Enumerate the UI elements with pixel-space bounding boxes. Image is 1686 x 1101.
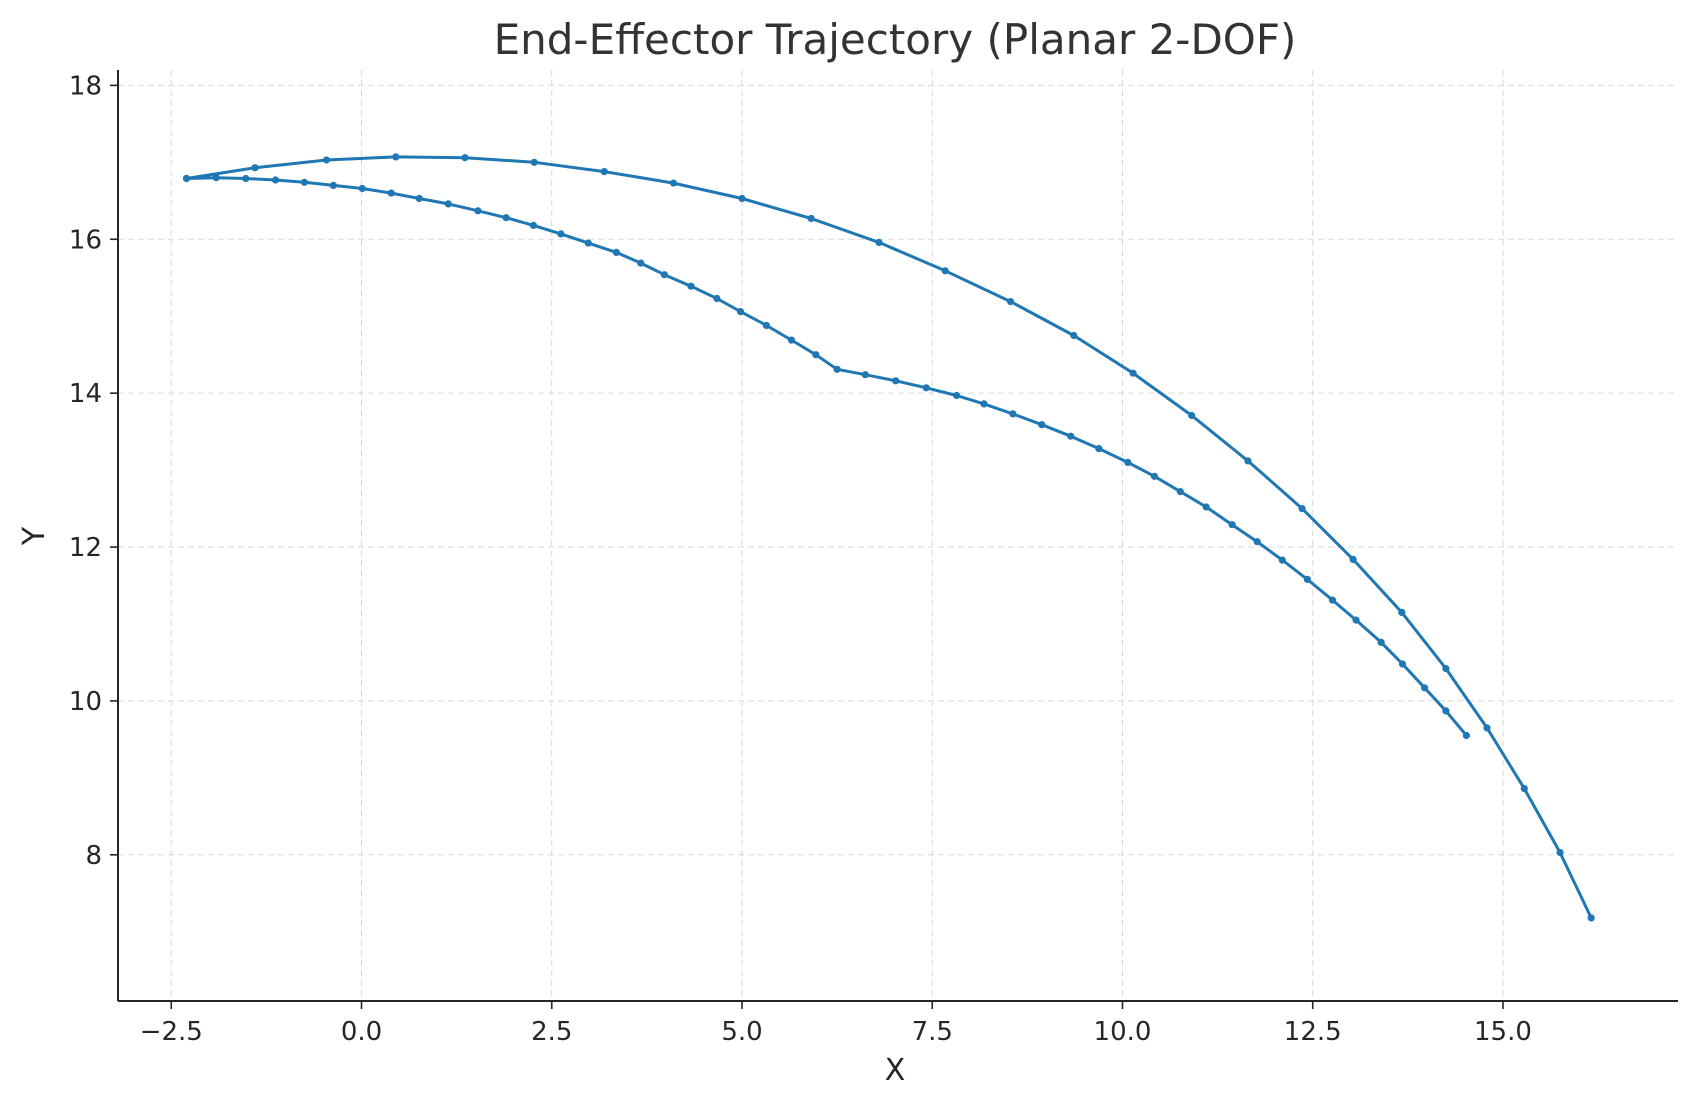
data-point (474, 207, 482, 215)
data-point (713, 294, 721, 303)
series-layer (182, 153, 1595, 922)
data-point (415, 194, 423, 203)
data-point (861, 371, 869, 379)
data-point (1587, 914, 1595, 922)
y-tick-label: 10 (69, 687, 102, 717)
ticks: −2.5 0.0 2.5 5.0 7.5 10.0 12.5 15.0 8 10 12 14 16 18 (69, 71, 1532, 1047)
data-point (329, 181, 337, 189)
grid (118, 70, 1678, 1001)
data-point (529, 221, 538, 229)
data-point (1298, 505, 1306, 513)
data-point (687, 282, 695, 290)
data-point (738, 194, 746, 203)
data-point (1377, 638, 1385, 647)
data-point (953, 391, 961, 400)
data-point (812, 351, 820, 359)
data-point (242, 174, 250, 183)
y-axis-label: Y (17, 526, 52, 546)
data-point (271, 176, 280, 184)
chart-title: End-Effector Trajectory (Planar 2-DOF) (494, 15, 1297, 64)
data-point (557, 230, 565, 238)
x-tick-label: 12.5 (1284, 1017, 1342, 1047)
data-point (182, 174, 191, 183)
y-tick-label: 8 (85, 841, 102, 871)
data-point (1009, 410, 1017, 418)
data-point (612, 248, 621, 256)
data-point (1328, 596, 1337, 604)
data-point (762, 321, 771, 329)
data-point (980, 400, 988, 408)
y-tick-label: 18 (69, 71, 102, 101)
x-tick-label: 0.0 (341, 1017, 382, 1047)
data-point (1398, 608, 1406, 617)
y-tick-label: 14 (69, 379, 102, 409)
data-point (875, 238, 883, 246)
data-point (1150, 472, 1158, 480)
data-point (1070, 331, 1078, 340)
data-point (1244, 457, 1252, 465)
data-point (807, 214, 815, 223)
data-point (1188, 411, 1196, 420)
data-point (584, 239, 592, 247)
data-point (1442, 665, 1450, 673)
data-point (461, 154, 469, 162)
data-point (502, 214, 510, 222)
data-point (1038, 421, 1046, 429)
data-point (530, 158, 538, 166)
data-point (1124, 458, 1132, 466)
data-point (1278, 556, 1286, 564)
x-tick-label: 7.5 (912, 1017, 953, 1047)
data-point (600, 168, 608, 176)
data-point (1398, 660, 1407, 668)
x-tick-label: 15.0 (1474, 1017, 1532, 1047)
data-point (1421, 684, 1429, 692)
y-tick-label: 12 (69, 533, 102, 563)
data-point (1349, 555, 1357, 564)
data-point (892, 377, 900, 385)
data-point (833, 365, 841, 373)
data-point (1129, 369, 1137, 377)
data-point (1303, 575, 1311, 584)
data-point (1352, 616, 1360, 624)
data-point (787, 336, 796, 344)
x-tick-label: 5.0 (721, 1017, 762, 1047)
data-point (1520, 785, 1528, 793)
data-point (1556, 848, 1564, 857)
x-tick-label: 2.5 (531, 1017, 572, 1047)
data-point (1095, 445, 1103, 453)
data-point (922, 384, 930, 392)
data-point (941, 267, 949, 275)
data-point (392, 153, 400, 161)
data-point (1462, 731, 1470, 740)
data-point (1228, 521, 1236, 529)
data-point (736, 308, 745, 316)
data-point (387, 189, 395, 197)
data-point (1007, 298, 1015, 306)
data-point (669, 179, 678, 187)
data-point (251, 164, 259, 172)
data-point (444, 200, 452, 208)
data-point (637, 259, 645, 267)
data-point (358, 184, 366, 193)
axes (117, 70, 1678, 1002)
data-point (1067, 432, 1075, 440)
data-point (212, 174, 220, 182)
data-point (660, 271, 669, 279)
data-point (1176, 488, 1184, 496)
y-tick-label: 16 (69, 225, 102, 255)
x-tick-label: −2.5 (140, 1017, 203, 1047)
x-tick-label: 10.0 (1094, 1017, 1152, 1047)
x-axis-label: X (885, 1053, 906, 1088)
data-point (300, 178, 308, 186)
data-point (1483, 724, 1491, 732)
data-point (1202, 503, 1210, 511)
data-point (1253, 538, 1261, 546)
data-point (1442, 707, 1450, 715)
data-point (322, 156, 331, 164)
